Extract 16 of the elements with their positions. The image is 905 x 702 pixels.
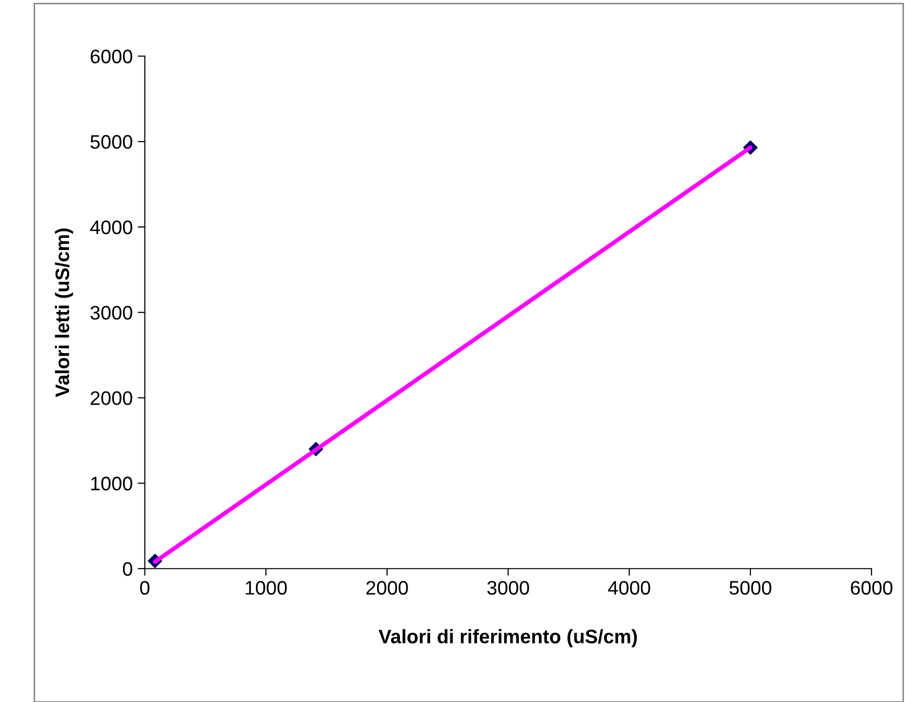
- x-tick-label: 6000: [850, 580, 892, 595]
- y-tick-label: 0: [122, 562, 132, 576]
- x-tick-label: 0: [140, 580, 150, 595]
- x-axis-title: Valori di riferimento (uS/cm): [378, 629, 637, 648]
- y-axis-title: Valori letti (uS/cm): [54, 228, 74, 398]
- y-tick-label: 2000: [90, 391, 132, 406]
- x-tick-label: 3000: [487, 580, 530, 595]
- y-tick-label: 6000: [90, 50, 132, 64]
- y-tick-label: 3000: [90, 306, 132, 320]
- y-tick-label: 5000: [90, 135, 132, 149]
- y-tick-label: 1000: [91, 476, 132, 490]
- y-tick-label: 4000: [90, 220, 132, 234]
- x-tick-label: 5000: [730, 580, 772, 595]
- x-tick-label: 2000: [366, 580, 408, 595]
- x-tick-label: 1000: [246, 580, 287, 595]
- x-tick-label: 4000: [608, 580, 650, 595]
